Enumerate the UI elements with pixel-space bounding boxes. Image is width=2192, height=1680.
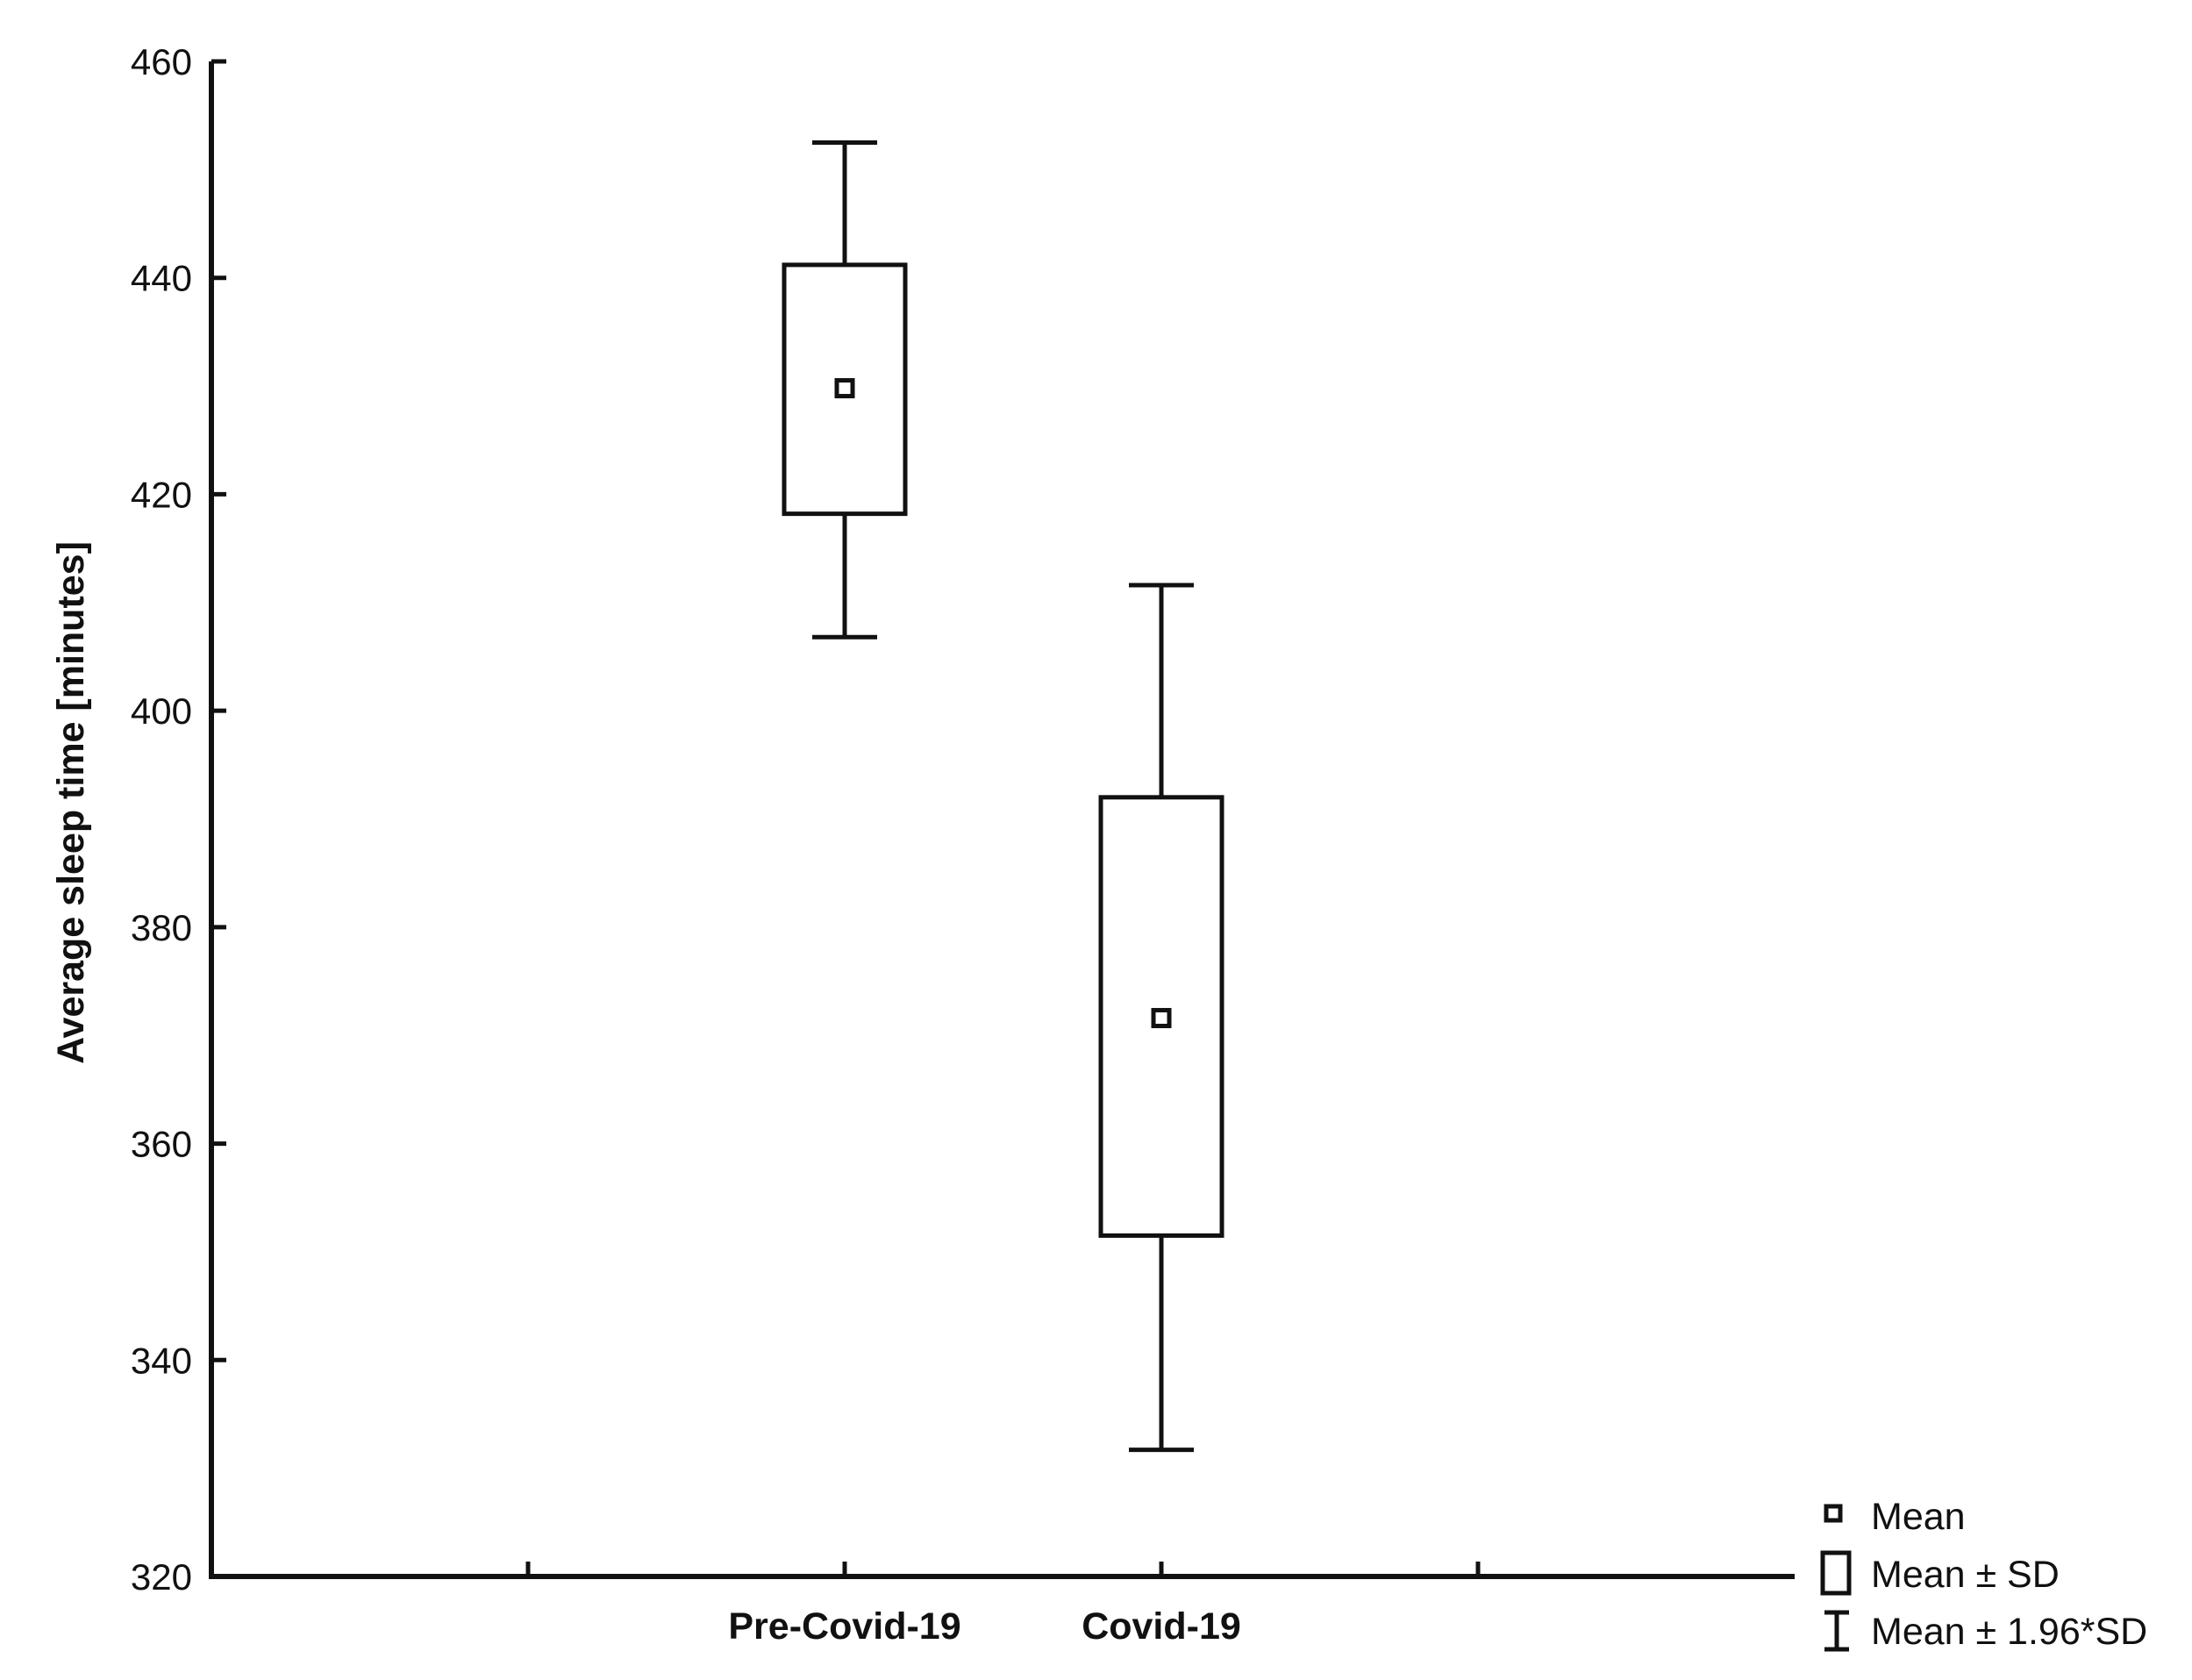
legend-ci-label: Mean ± 1.96*SD bbox=[1871, 1611, 2147, 1653]
y-axis-label: Average sleep time [minutes] bbox=[50, 541, 92, 1064]
box-group-pre-covid bbox=[782, 140, 908, 640]
y-tick-label: 340 bbox=[131, 1340, 192, 1381]
legend-mean-label: Mean bbox=[1871, 1496, 1966, 1538]
y-tick-label: 320 bbox=[131, 1556, 192, 1598]
legend-sd-marker bbox=[1820, 1550, 1852, 1596]
sd-box bbox=[1098, 795, 1225, 1238]
y-tick-label: 360 bbox=[131, 1124, 192, 1165]
legend-mean-marker bbox=[1824, 1504, 1843, 1523]
mean-marker bbox=[834, 378, 855, 399]
boxes bbox=[782, 140, 1225, 1453]
x-category-label: Covid-19 bbox=[1082, 1605, 1241, 1648]
y-tick-label: 380 bbox=[131, 907, 192, 948]
y-tick-label: 420 bbox=[131, 474, 192, 515]
y-tick-label: 440 bbox=[131, 258, 192, 299]
legend-sd-label: Mean ± SD bbox=[1871, 1554, 2060, 1596]
x-ticks: Pre-Covid-19 Covid-19 bbox=[525, 1562, 1481, 1648]
y-ticks: 320 340 360 380 400 420 440 460 bbox=[131, 41, 226, 1598]
box-group-covid bbox=[1098, 583, 1225, 1453]
mean-marker bbox=[1151, 1007, 1172, 1028]
legend-ci-marker bbox=[1824, 1610, 1849, 1652]
x-category-label: Pre-Covid-19 bbox=[728, 1605, 960, 1648]
axes bbox=[209, 61, 1795, 1579]
y-tick-label: 400 bbox=[131, 690, 192, 732]
y-tick-label: 460 bbox=[131, 41, 192, 82]
legend: Mean Mean ± SD Mean ± 1.96*SD bbox=[1820, 1496, 2147, 1653]
